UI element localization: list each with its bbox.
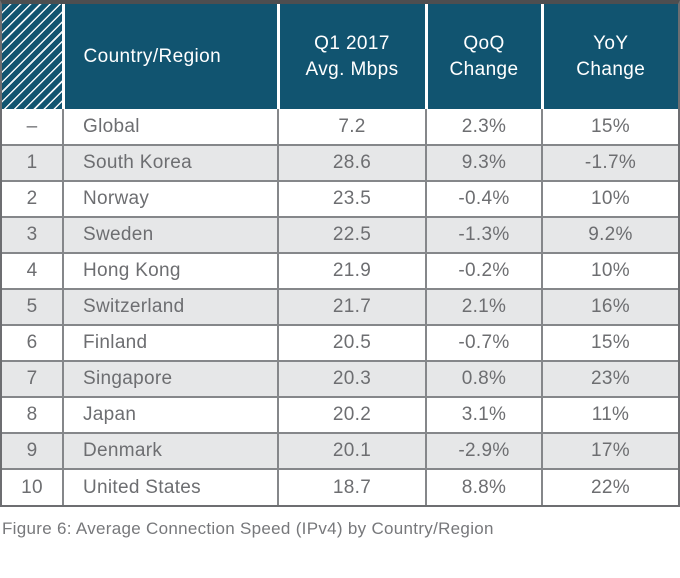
avg-mbps-cell: 20.5 [277, 324, 426, 361]
country-cell: Sweden [62, 216, 278, 253]
figure-caption: Figure 6: Average Connection Speed (IPv4… [2, 519, 494, 538]
avg-mbps-cell: 28.6 [277, 144, 426, 181]
speed-table-frame: Country/Region Q1 2017 Avg. Mbps QoQ Cha… [0, 0, 680, 507]
qoq-change-cell: -2.9% [425, 432, 542, 469]
yoy-change-cell: -1.7% [541, 144, 678, 181]
rank-cell: 1 [2, 144, 63, 181]
avg-mbps-cell: 21.7 [277, 288, 426, 325]
table-row: 7 Singapore 20.3 0.8% 23% [2, 360, 678, 397]
rank-cell: 5 [2, 288, 63, 325]
qoq-change-cell: 8.8% [425, 468, 542, 505]
rank-cell: 6 [2, 324, 63, 361]
avg-mbps-cell: 7.2 [277, 109, 426, 145]
header-row: Country/Region Q1 2017 Avg. Mbps QoQ Cha… [2, 4, 678, 109]
country-cell: Hong Kong [62, 252, 278, 289]
avg-mbps-cell: 23.5 [277, 180, 426, 217]
avg-mbps-cell: 20.2 [277, 396, 426, 433]
yoy-change-cell: 9.2% [541, 216, 678, 253]
qoq-change-cell: 9.3% [425, 144, 542, 181]
rank-cell: – [2, 109, 63, 145]
table-row: – Global 7.2 2.3% 15% [2, 109, 678, 145]
rank-cell: 4 [2, 252, 63, 289]
rank-cell: 2 [2, 180, 63, 217]
yoy-change-cell: 10% [541, 252, 678, 289]
country-cell: South Korea [62, 144, 278, 181]
rank-cell: 3 [2, 216, 63, 253]
table-row: 9 Denmark 20.1 -2.9% 17% [2, 432, 678, 469]
country-region-header: Country/Region [61, 4, 278, 109]
yoy-change-cell: 15% [541, 324, 678, 361]
qoq-change-cell: -0.7% [425, 324, 542, 361]
table-row: 5 Switzerland 21.7 2.1% 16% [2, 288, 678, 325]
country-cell: United States [62, 468, 278, 505]
yoy-change-cell: 17% [541, 432, 678, 469]
table-body: – Global 7.2 2.3% 15% 1 South Korea 28.6… [2, 109, 678, 505]
qoq-change-header: QoQ Change [424, 4, 542, 109]
table-row: 2 Norway 23.5 -0.4% 10% [2, 180, 678, 217]
qoq-change-cell: 0.8% [425, 360, 542, 397]
yoy-change-cell: 15% [541, 109, 678, 145]
qoq-change-cell: -0.2% [425, 252, 542, 289]
avg-mbps-cell: 20.1 [277, 432, 426, 469]
qoq-change-cell: 2.3% [425, 109, 542, 145]
table-row: 8 Japan 20.2 3.1% 11% [2, 396, 678, 433]
yoy-change-cell: 23% [541, 360, 678, 397]
country-cell: Denmark [62, 432, 278, 469]
table-row: 3 Sweden 22.5 -1.3% 9.2% [2, 216, 678, 253]
country-cell: Finland [62, 324, 278, 361]
country-cell: Singapore [62, 360, 278, 397]
yoy-change-cell: 11% [541, 396, 678, 433]
yoy-change-cell: 16% [541, 288, 678, 325]
yoy-change-cell: 10% [541, 180, 678, 217]
rank-header-hatch-icon [2, 4, 63, 109]
rank-cell: 8 [2, 396, 63, 433]
qoq-change-cell: 3.1% [425, 396, 542, 433]
qoq-change-cell: -1.3% [425, 216, 542, 253]
country-cell: Switzerland [62, 288, 278, 325]
avg-mbps-header: Q1 2017 Avg. Mbps [276, 4, 426, 109]
avg-mbps-cell: 22.5 [277, 216, 426, 253]
speed-table: Country/Region Q1 2017 Avg. Mbps QoQ Cha… [2, 4, 678, 505]
table-row: 1 South Korea 28.6 9.3% -1.7% [2, 144, 678, 181]
rank-cell: 9 [2, 432, 63, 469]
rank-cell: 10 [2, 468, 63, 505]
table-row: 4 Hong Kong 21.9 -0.2% 10% [2, 252, 678, 289]
avg-mbps-cell: 20.3 [277, 360, 426, 397]
country-cell: Norway [62, 180, 278, 217]
rank-cell: 7 [2, 360, 63, 397]
yoy-change-cell: 22% [541, 468, 678, 505]
avg-mbps-cell: 18.7 [277, 468, 426, 505]
table-row: 10 United States 18.7 8.8% 22% [2, 468, 678, 505]
yoy-change-header: YoY Change [540, 4, 678, 109]
avg-mbps-cell: 21.9 [277, 252, 426, 289]
qoq-change-cell: -0.4% [425, 180, 542, 217]
country-cell: Global [62, 109, 278, 145]
qoq-change-cell: 2.1% [425, 288, 542, 325]
table-header: Country/Region Q1 2017 Avg. Mbps QoQ Cha… [2, 4, 678, 109]
table-row: 6 Finland 20.5 -0.7% 15% [2, 324, 678, 361]
country-cell: Japan [62, 396, 278, 433]
